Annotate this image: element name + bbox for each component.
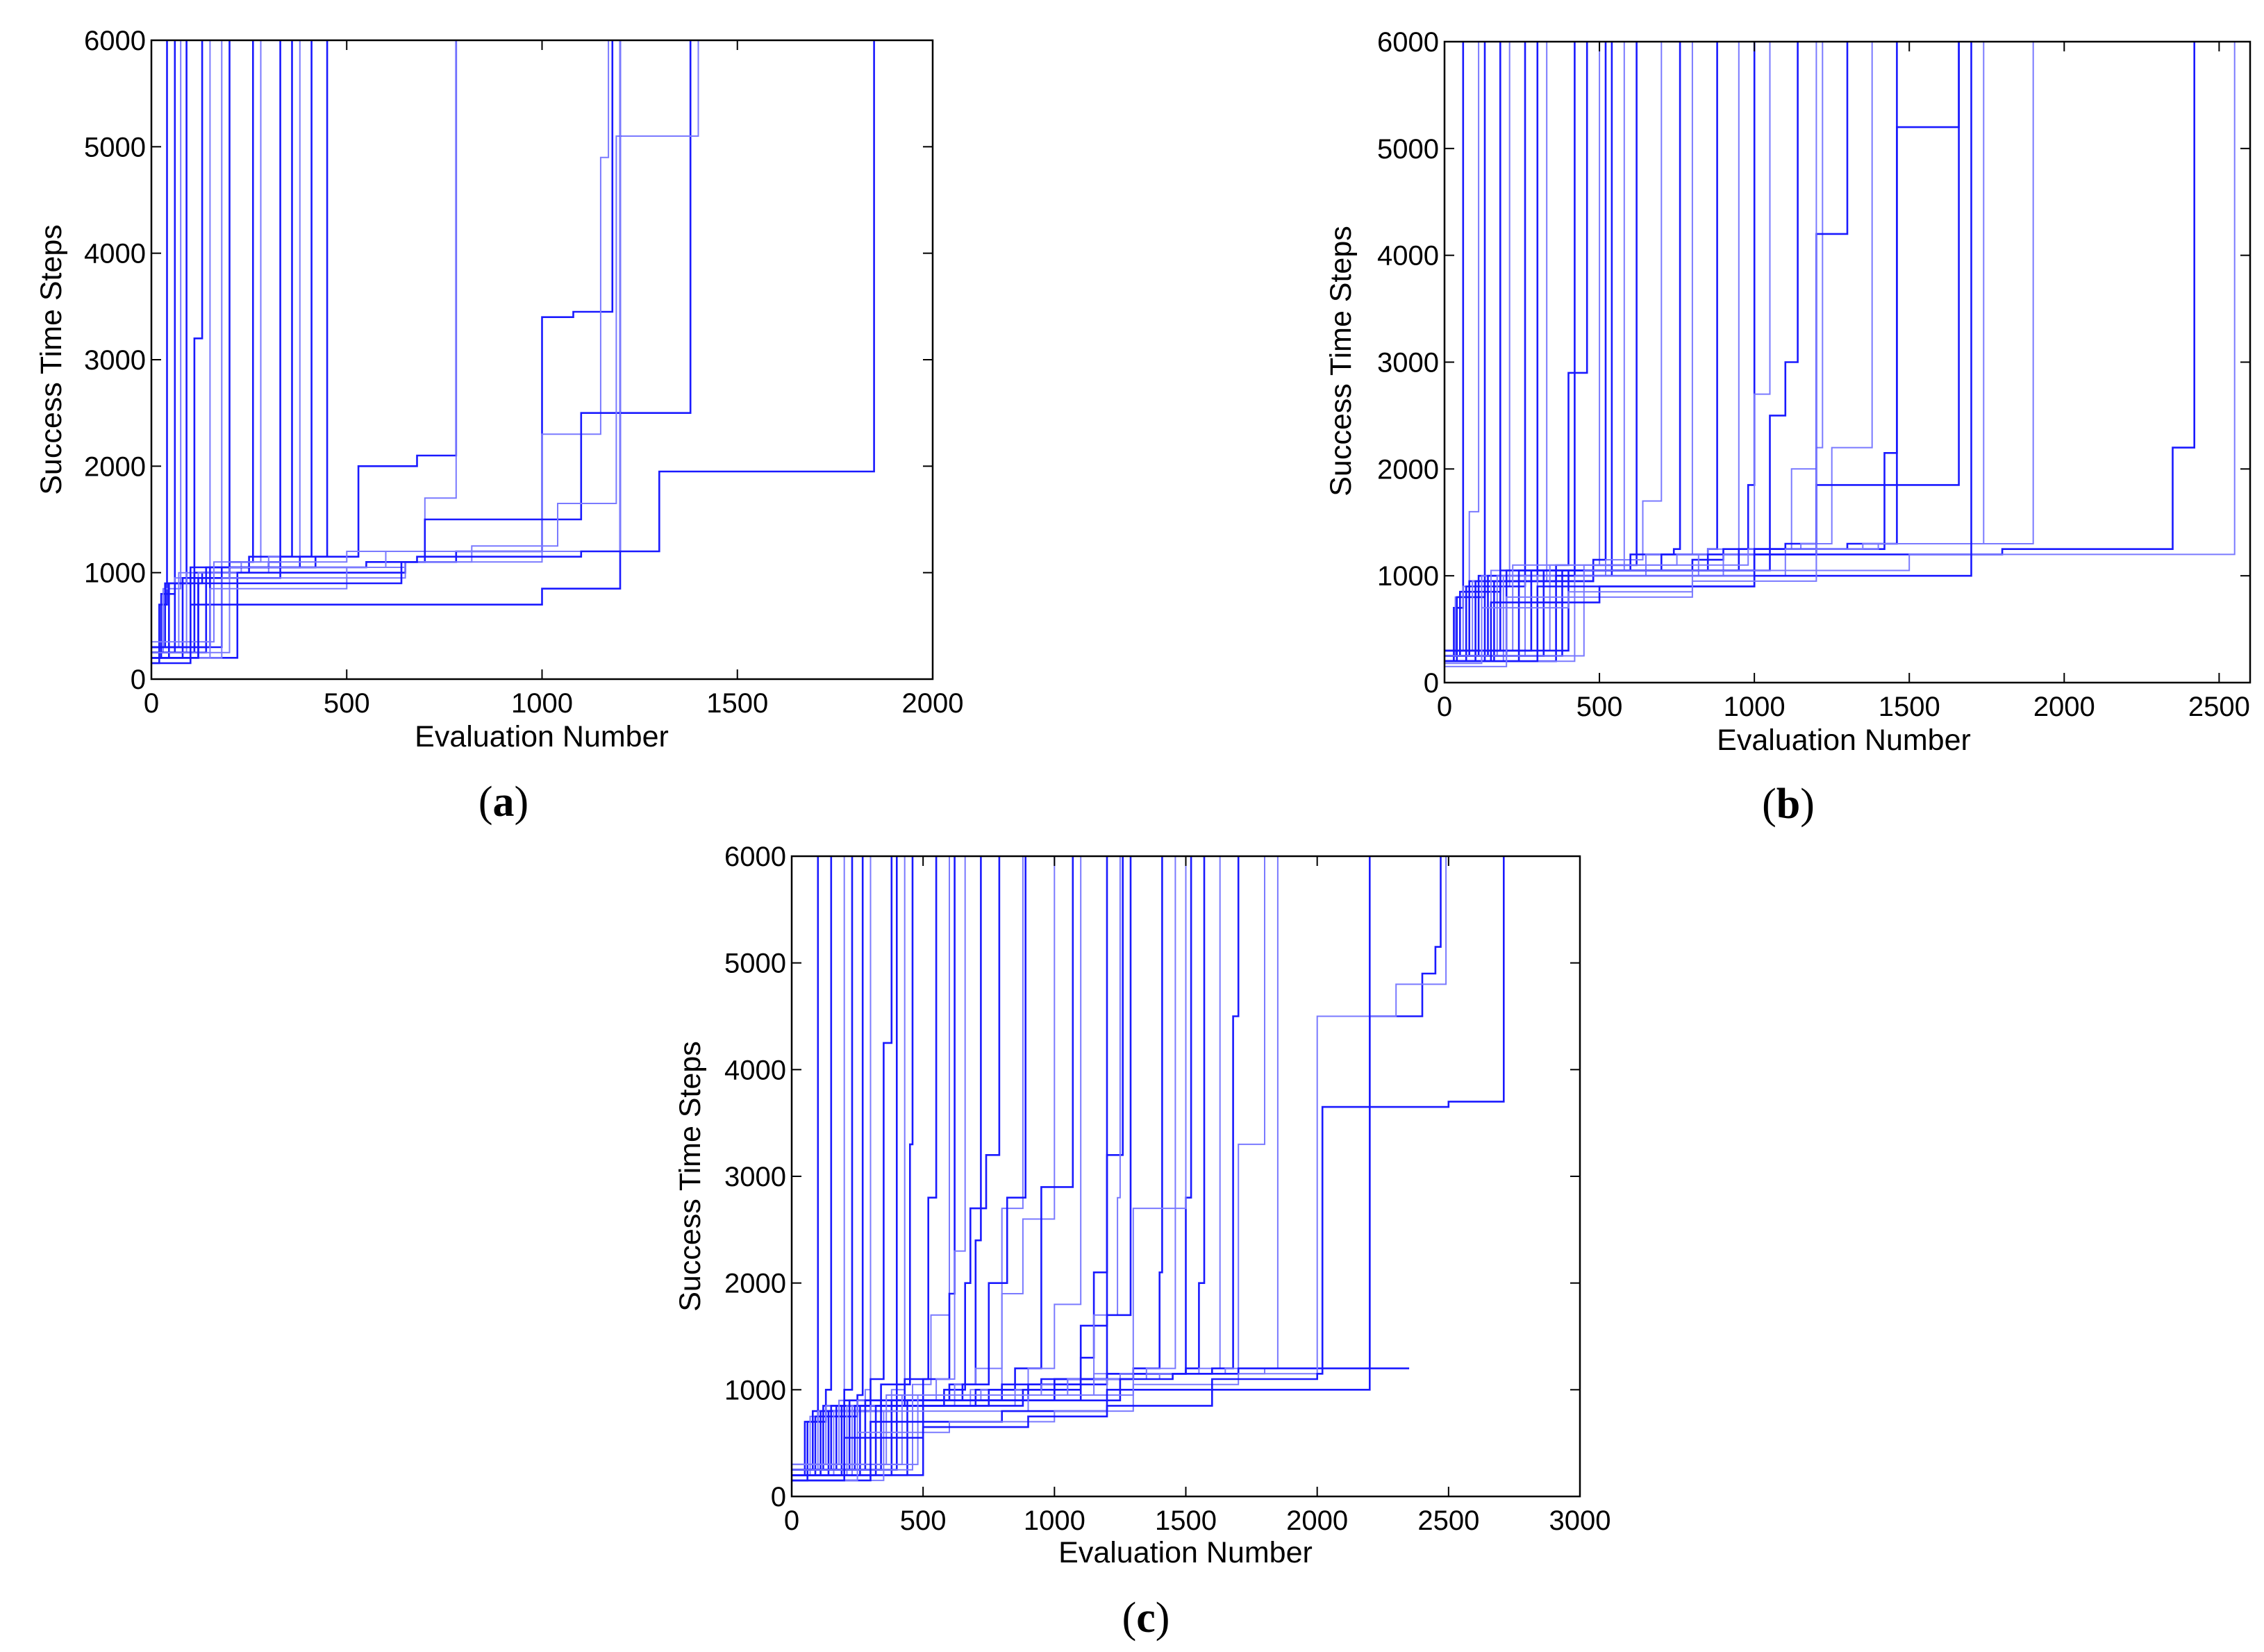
y-tick-label-a-5: 5000 (84, 132, 146, 162)
y-tick-label-b-1: 1000 (1377, 561, 1439, 592)
panel-label-c: (c) (1122, 1594, 1170, 1642)
series-line-c-20 (792, 856, 1074, 1471)
x-tick-label-c-3: 1500 (1155, 1505, 1217, 1536)
series-line-c-7 (792, 856, 893, 1476)
ticks-layer-a: 0 500 1000 1500 2000 0 1000 2000 3000 4000 5000 600… (84, 26, 963, 719)
y-tick-label-c-6: 6000 (724, 842, 786, 872)
series-line-b-32 (1445, 42, 2195, 662)
x-tick-label-a-0: 0 (144, 688, 159, 719)
series-line-b-34 (1445, 42, 1972, 662)
panel-c: 0 500 1000 1500 2000 2500 3000 0 1000 2000 3000 400… (674, 842, 1610, 1642)
x-tick-label-b-2: 1000 (1724, 692, 1786, 722)
series-line-b-2 (1445, 42, 1480, 657)
x-axis-label-b: Evaluation Number (1717, 724, 1971, 757)
series-line-c-38 (792, 856, 1371, 1482)
panel-letter-b: b (1776, 781, 1800, 828)
y-tick-label-c-5: 5000 (724, 949, 786, 979)
y-axis-label-c: Success Time Steps (674, 1041, 707, 1312)
series-line-a-24 (151, 40, 875, 659)
panel-b: 0 500 1000 1500 2000 2500 0 1000 2000 3000 4000 500… (1324, 27, 2251, 828)
series-line-a-5 (151, 40, 203, 659)
series-line-c-18 (792, 856, 1026, 1471)
series-line-c-21 (792, 856, 1082, 1465)
y-tick-label-b-3: 3000 (1377, 348, 1439, 378)
x-tick-label-a-3: 1500 (706, 688, 768, 719)
x-tick-label-c-2: 1000 (1024, 1505, 1085, 1536)
y-tick-label-c-3: 3000 (724, 1162, 786, 1192)
y-tick-label-c-1: 1000 (724, 1375, 786, 1405)
series-line-c-17 (792, 856, 1024, 1476)
series-layer-b (1445, 42, 2236, 667)
series-line-a-22 (151, 40, 622, 665)
series-line-c-10 (792, 856, 914, 1476)
y-tick-label-a-4: 4000 (84, 239, 146, 269)
panel-letter-c: c (1136, 1594, 1156, 1642)
panel-label-b: (b) (1762, 781, 1815, 828)
x-tick-label-b-4: 2000 (2033, 692, 2095, 722)
series-line-b-33 (1445, 42, 2236, 667)
x-tick-label-c-5: 2500 (1417, 1505, 1479, 1536)
x-tick-label-a-4: 2000 (902, 688, 964, 719)
series-line-c-34 (792, 856, 1442, 1476)
series-line-c-30 (792, 856, 1221, 1465)
series-line-c-19 (792, 856, 1056, 1476)
x-tick-label-b-1: 500 (1576, 692, 1623, 722)
x-axis-label-a: Evaluation Number (415, 720, 669, 753)
y-axis-label-b: Success Time Steps (1324, 226, 1358, 497)
y-tick-label-c-0: 0 (771, 1482, 786, 1512)
series-line-c-8 (792, 856, 898, 1471)
series-line-b-16 (1445, 42, 1663, 657)
panel-label-a: (a) (478, 778, 528, 826)
y-axis-label-a: Success Time Steps (35, 224, 68, 495)
series-line-b-15 (1445, 42, 1638, 662)
series-line-c-14 (792, 856, 966, 1465)
series-line-c-15 (792, 856, 1001, 1476)
x-tick-label-b-0: 0 (1437, 692, 1452, 722)
x-tick-label-b-3: 1500 (1879, 692, 1940, 722)
x-tick-label-b-5: 2500 (2188, 692, 2250, 722)
series-layer-c (792, 856, 1505, 1482)
y-tick-label-a-1: 1000 (84, 558, 146, 589)
series-layer-a (151, 40, 875, 665)
panel-letter-a: a (493, 778, 515, 826)
series-line-b-25 (1445, 42, 1849, 657)
y-tick-label-b-6: 6000 (1377, 27, 1439, 58)
y-tick-label-b-4: 4000 (1377, 241, 1439, 272)
series-line-b-35 (1445, 42, 1817, 665)
y-tick-label-a-2: 2000 (84, 451, 146, 482)
y-tick-label-a-3: 3000 (84, 345, 146, 376)
series-line-c-11 (792, 856, 938, 1471)
series-line-a-19 (151, 40, 610, 653)
ticks-layer-b: 0 500 1000 1500 2000 2500 0 1000 2000 3000 4000 500… (1377, 27, 2250, 722)
series-line-c-9 (792, 856, 906, 1465)
x-axis-label-c: Evaluation Number (1058, 1536, 1313, 1569)
y-tick-label-b-5: 5000 (1377, 134, 1439, 165)
y-tick-label-c-2: 2000 (724, 1269, 786, 1299)
x-tick-label-c-6: 3000 (1549, 1505, 1611, 1536)
x-tick-label-a-1: 500 (324, 688, 370, 719)
ticks-layer-c: 0 500 1000 1500 2000 2500 3000 0 1000 2000 3000 400… (724, 842, 1610, 1536)
x-tick-label-c-4: 2000 (1286, 1505, 1348, 1536)
x-tick-label-c-1: 500 (900, 1505, 947, 1536)
y-tick-label-b-2: 2000 (1377, 454, 1439, 485)
series-line-c-33 (792, 856, 1279, 1465)
x-tick-label-a-2: 1000 (511, 688, 573, 719)
series-line-a-21 (151, 40, 699, 659)
series-line-a-12 (151, 40, 293, 653)
series-line-a-20 (151, 40, 692, 659)
panel-a: 0 500 1000 1500 2000 0 1000 2000 3000 4000 5000 600… (35, 26, 963, 826)
x-tick-label-c-0: 0 (784, 1505, 799, 1536)
series-line-c-12 (792, 856, 950, 1476)
series-line-b-26 (1445, 42, 1873, 651)
y-tick-label-a-0: 0 (131, 665, 146, 695)
y-tick-label-a-6: 6000 (84, 26, 146, 56)
y-tick-label-b-0: 0 (1424, 668, 1439, 699)
series-line-a-23 (151, 40, 621, 659)
y-tick-label-c-4: 4000 (724, 1055, 786, 1085)
